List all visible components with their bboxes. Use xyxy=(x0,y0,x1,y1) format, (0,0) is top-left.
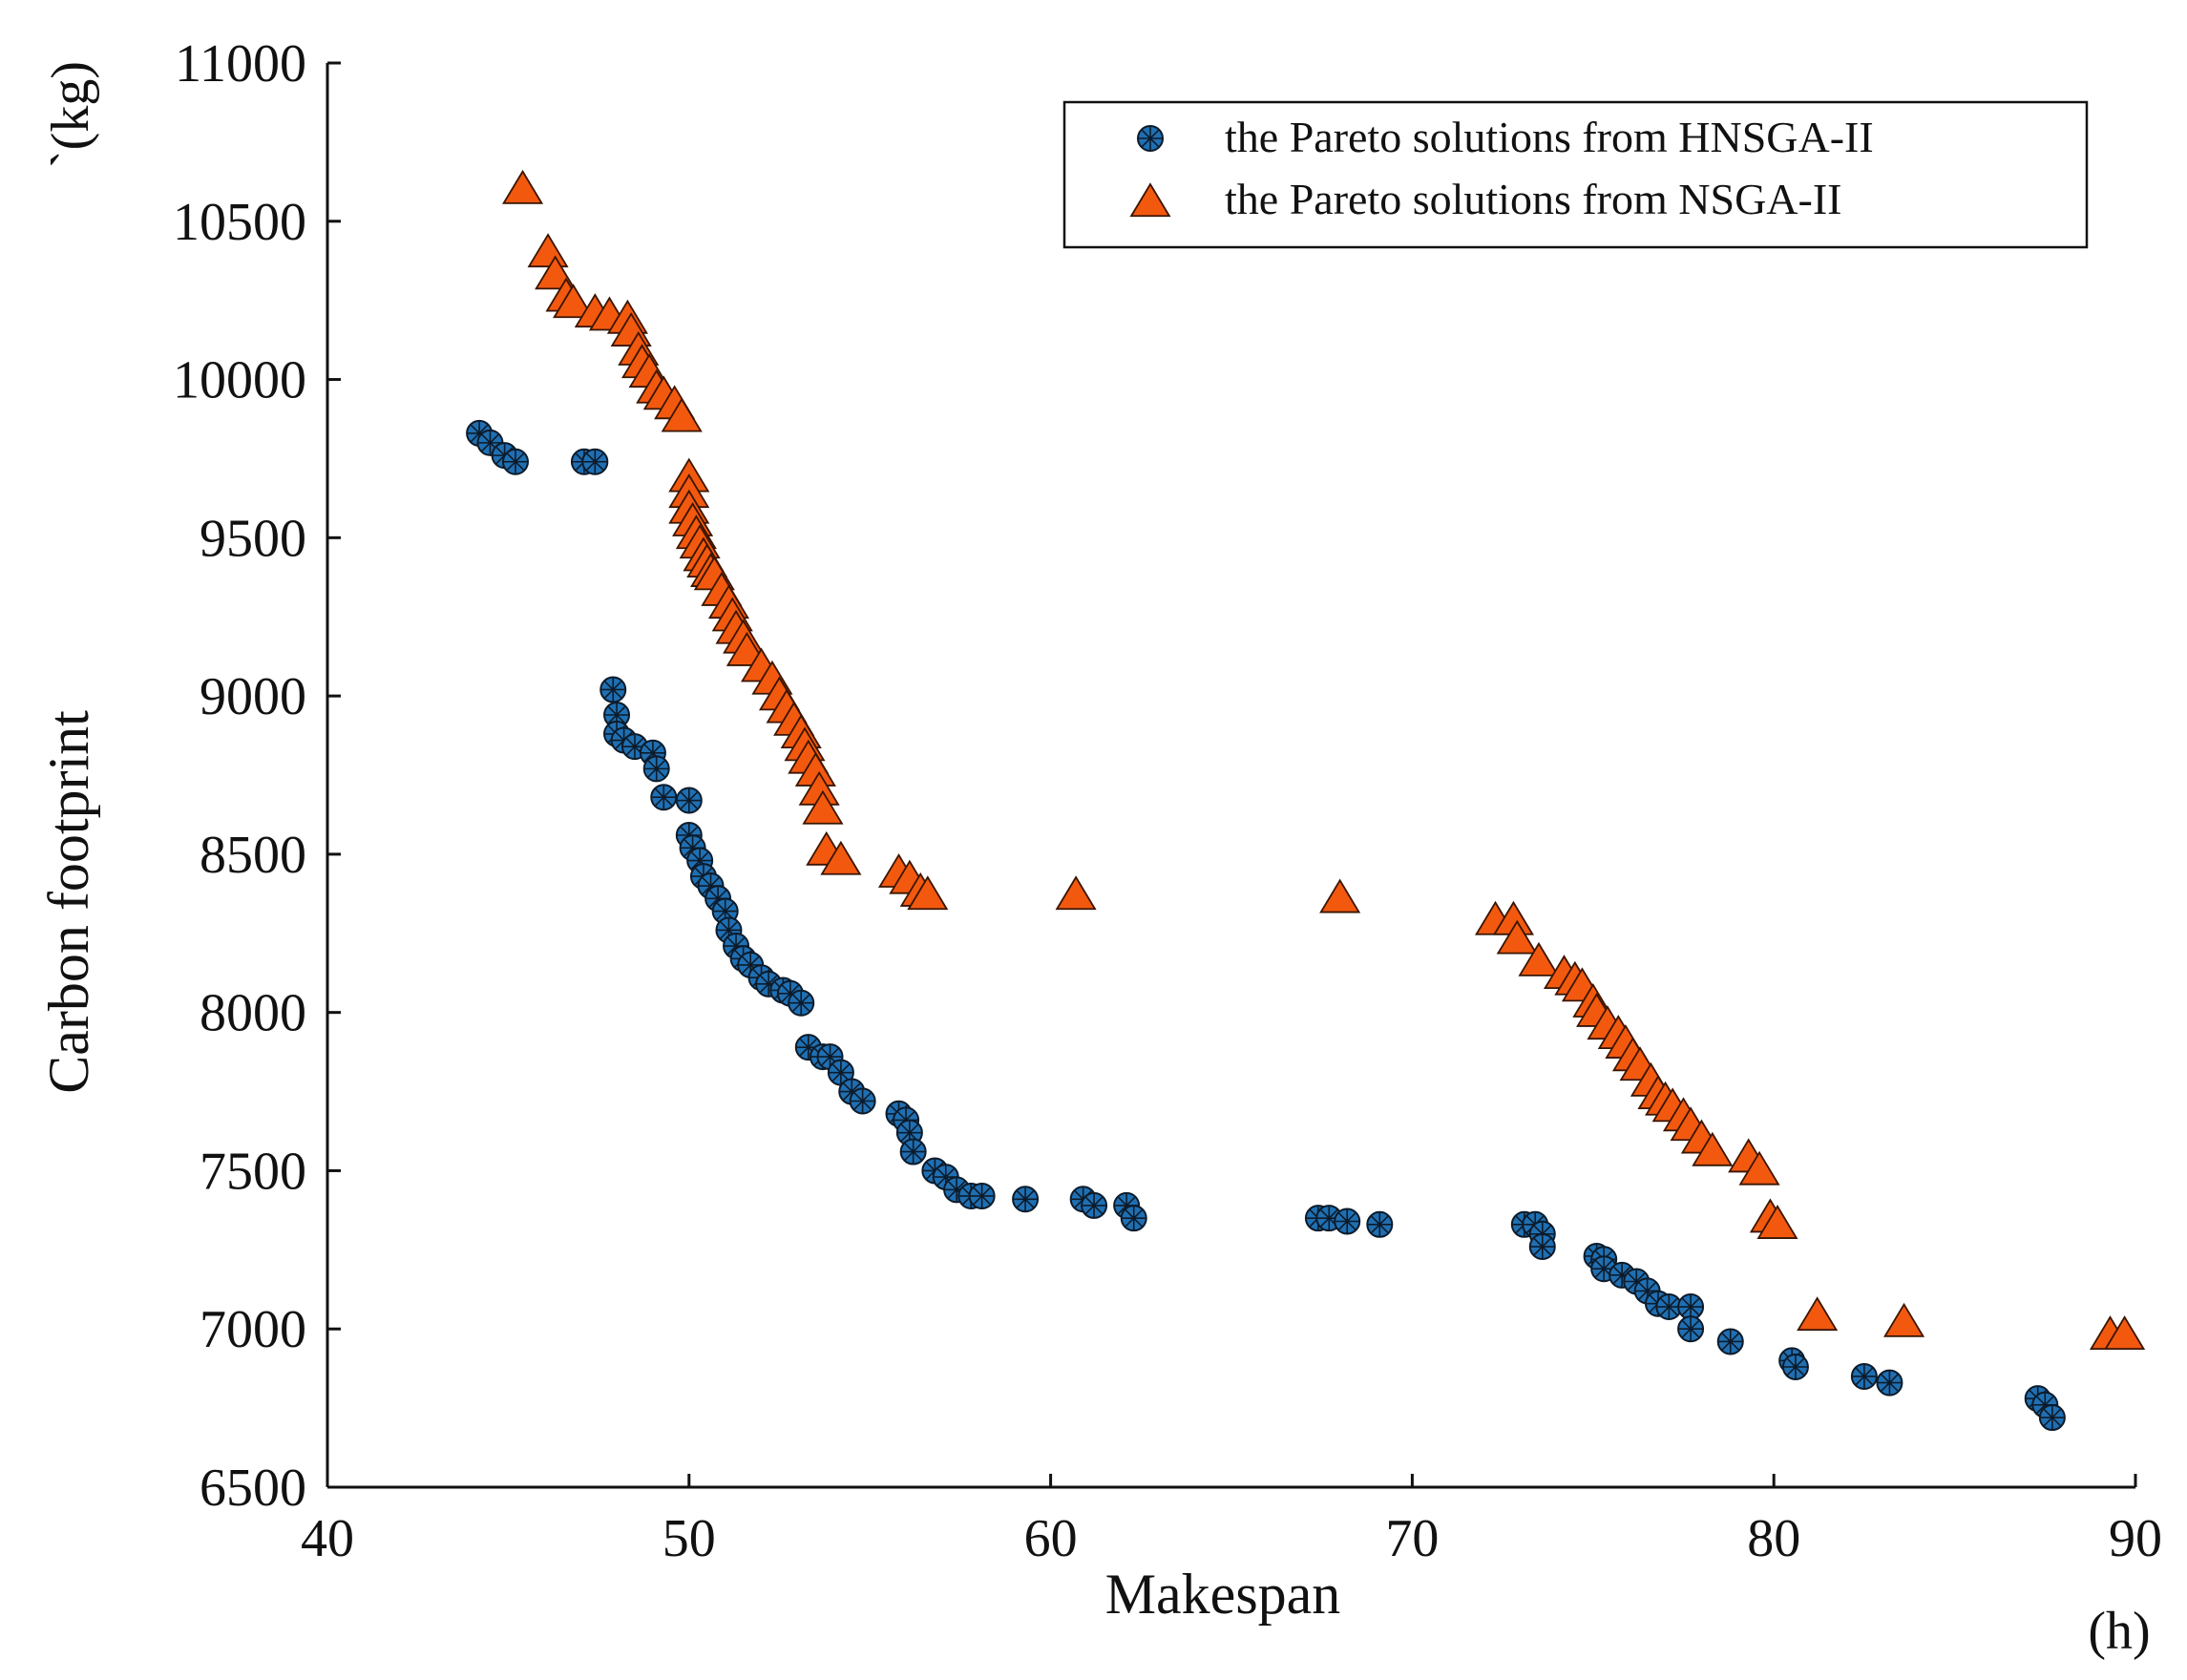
y-tick-label: 10000 xyxy=(173,351,306,410)
hnsga-ii-point xyxy=(1655,1293,1683,1321)
legend-marker-hnsga xyxy=(1137,125,1164,152)
x-tick-label: 60 xyxy=(1024,1509,1078,1568)
nsga-ii-point xyxy=(1797,1296,1839,1332)
x-axis-unit: (h) xyxy=(2088,1602,2150,1661)
y-tick-label: 9500 xyxy=(200,509,306,568)
x-tick-label: 40 xyxy=(301,1509,354,1568)
legend-circle-marker xyxy=(1137,125,1164,152)
nsga-ii-point xyxy=(502,169,544,204)
hnsga-ii-point xyxy=(1677,1293,1705,1321)
hnsga-ii-point xyxy=(642,755,670,783)
nsga-ii-point xyxy=(1756,1205,1798,1239)
y-tick-label: 8500 xyxy=(200,826,306,885)
nsga-ii-point xyxy=(1496,919,1538,955)
y-tick-label: 10500 xyxy=(173,193,306,252)
legend-marker-nsga xyxy=(1129,182,1171,218)
hnsga-ii-point xyxy=(1876,1369,1903,1396)
x-tick-label: 80 xyxy=(1747,1509,1800,1568)
legend-triangle-marker xyxy=(1129,182,1171,218)
nsga-ii-point xyxy=(1518,941,1560,976)
hnsga-ii-point xyxy=(788,989,815,1017)
hnsga-ii-point xyxy=(599,676,627,704)
y-tick-label: 8000 xyxy=(200,984,306,1043)
x-tick-label: 50 xyxy=(662,1509,716,1568)
nsga-ii-point xyxy=(802,789,844,825)
legend-label-nsga: the Pareto solutions from NSGA-II xyxy=(1225,175,1841,223)
x-tick-label: 70 xyxy=(1385,1509,1439,1568)
hnsga-ii-series xyxy=(466,419,2066,1432)
hnsga-ii-point xyxy=(1528,1233,1556,1261)
y-axis-unit: `(kg) xyxy=(41,61,100,168)
nsga-ii-point xyxy=(820,840,862,875)
hnsga-ii-point xyxy=(1716,1328,1744,1355)
y-axis-ticks: 6500 7000 7500 8000 8500 9000 9500 10000 10500 11… xyxy=(173,34,341,1518)
nsga-ii-series xyxy=(502,169,2146,1351)
y-tick-label: 7500 xyxy=(200,1142,306,1201)
hnsga-ii-point xyxy=(1366,1210,1394,1238)
hnsga-ii-point xyxy=(675,787,703,814)
hnsga-ii-point xyxy=(1012,1186,1040,1213)
hnsga-ii-point xyxy=(1677,1315,1705,1343)
nsga-ii-point xyxy=(553,284,595,319)
hnsga-ii-point xyxy=(2038,1404,2066,1432)
nsga-ii-point xyxy=(907,875,949,911)
hnsga-ii-point xyxy=(827,1059,854,1086)
y-axis-label: Carbon footprint xyxy=(37,710,100,1094)
hnsga-ii-point xyxy=(1081,1191,1108,1219)
y-tick-label: 11000 xyxy=(175,34,306,94)
nsga-ii-point xyxy=(1692,1131,1734,1166)
nsga-ii-point xyxy=(2104,1315,2146,1351)
hnsga-ii-point xyxy=(1334,1208,1361,1235)
nsga-ii-point xyxy=(527,233,569,268)
nsga-ii-point xyxy=(1883,1302,1925,1337)
hnsga-ii-point xyxy=(1781,1354,1809,1381)
hnsga-ii-point xyxy=(501,448,529,475)
nsga-ii-point xyxy=(1055,875,1097,911)
legend-label-hnsga: the Pareto solutions from HNSGA-II xyxy=(1225,113,1874,161)
hnsga-ii-point xyxy=(849,1087,876,1115)
y-tick-label: 7000 xyxy=(200,1300,306,1359)
y-tick-label: 9000 xyxy=(200,667,306,726)
nsga-ii-point xyxy=(1319,878,1361,914)
x-axis-ticks: 40 50 60 70 80 90 xyxy=(301,1474,2162,1568)
x-axis-label: Makespan xyxy=(1105,1563,1341,1626)
hnsga-ii-point xyxy=(899,1138,927,1166)
legend: the Pareto solutions from HNSGA-II the P… xyxy=(1062,100,2089,249)
y-tick-label: 6500 xyxy=(200,1459,306,1518)
legend-box xyxy=(1062,100,2089,249)
hnsga-ii-point xyxy=(581,448,609,475)
x-tick-label: 90 xyxy=(2109,1509,2162,1568)
hnsga-ii-point xyxy=(1850,1362,1878,1390)
nsga-ii-point xyxy=(661,397,703,432)
nsga-ii-point xyxy=(1738,1150,1780,1186)
hnsga-ii-point xyxy=(968,1182,996,1209)
hnsga-ii-point xyxy=(1120,1205,1147,1232)
hnsga-ii-point xyxy=(650,784,678,811)
